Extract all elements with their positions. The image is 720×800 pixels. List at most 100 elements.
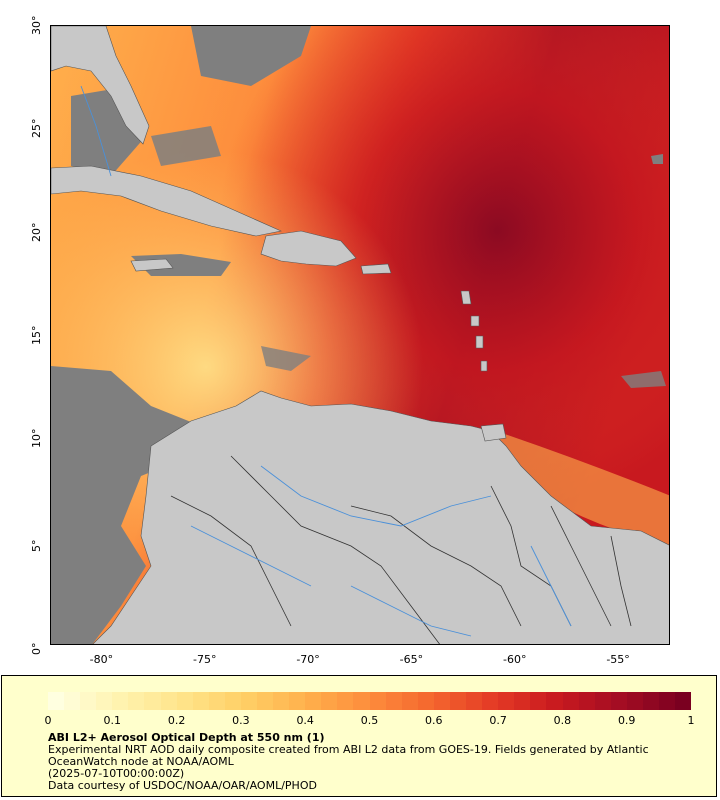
colorbar-step [417,692,434,710]
colorbar-step [192,692,209,710]
river [350,585,472,637]
colorbar-step [353,692,370,710]
lat-tick-label: 15° [30,325,43,346]
colorbar-step [482,692,499,710]
colorbar-step [578,692,595,710]
colorbar-step [160,692,177,710]
no-data-region [51,366,201,644]
colorbar-step [96,692,113,710]
no-data-region [651,154,663,164]
lat-tick-label: 10° [30,428,43,449]
colorbar [48,692,692,710]
caption-line: OceanWatch node at NOAA/AOML [48,755,234,768]
colorbar-step [610,692,627,710]
colorbar-step [257,692,274,710]
colorbar-step [144,692,161,710]
colorbar-step [675,692,692,710]
colorbar-step [514,692,531,710]
border-line [230,455,440,644]
colorbar-step [385,692,402,710]
colorbar-tick-label: 0.1 [103,714,122,727]
jamaica [130,258,174,272]
caption-line: Experimental NRT AOD daily composite cre… [48,743,649,756]
colorbar-step [208,692,225,710]
lon-tick-label: -75° [193,653,217,666]
colorbar-tick-label: 0.5 [360,714,379,727]
no-data-region [261,346,311,371]
aod-map [50,25,670,645]
no-data-region [151,126,221,166]
colorbar-step [112,692,129,710]
hispaniola [260,230,357,267]
legend-panel: 0 0.1 0.2 0.3 0.4 0.5 0.6 0.7 0.8 0.9 1 ABI L2+ Ae… [1,675,717,797]
southern-aod-band [481,426,669,546]
colorbar-step [498,692,515,710]
lat-tick-label: 5° [30,539,43,552]
colorbar-tick-label: 1 [687,714,695,727]
colorbar-step [240,692,258,710]
lon-tick-label: -70° [296,653,320,666]
colorbar-step [433,692,450,710]
colorbar-step [466,692,483,710]
colorbar-step [289,692,306,710]
no-data-region [621,371,666,388]
trinidad [480,423,507,442]
legend-title: ABI L2+ Aerosol Optical Depth at 550 nm … [48,731,325,744]
colorbar-step [449,692,467,710]
caption-line: Data courtesy of USDOC/NOAA/OAR/AOML/PHO… [48,779,317,792]
lat-tick-label: 30° [30,15,43,36]
colorbar-step [80,692,97,710]
colorbar-step [48,692,65,710]
colorbar-step [658,692,676,710]
colorbar-step [176,692,193,710]
river [530,545,572,627]
colorbar-step [562,692,579,710]
colorbar-step [546,692,563,710]
colorbar-tick-label: 0.4 [296,714,314,727]
colorbar-step [401,692,418,710]
colorbar-tick-label: 0 [44,714,52,727]
puerto-rico [360,263,392,275]
no-data-region [191,26,311,86]
colorbar-tick-label: 0.9 [617,714,636,727]
cuba [51,165,282,237]
lon-tick-label: -60° [503,653,527,666]
colorbar-step [273,692,290,710]
colorbar-tick-label: 0.8 [553,714,572,727]
border-line [350,505,522,627]
lon-tick-label: -55° [606,653,630,666]
lon-tick-label: -80° [89,653,114,666]
border-line [610,535,632,627]
colorbar-step [224,692,241,710]
lat-tick-label: 25° [30,118,43,139]
rivers [80,85,572,637]
colorbar-step [305,692,322,710]
colorbar-step [337,692,354,710]
south-america [92,390,669,644]
caption: ABI L2+ Aerosol Optical Depth at 550 nm … [48,732,688,792]
border-line [170,495,292,627]
colorbar-tick-label: 0.2 [167,714,186,727]
colorbar-tick-label: 0.3 [232,714,250,727]
colorbar-tick-label: 0.6 [425,714,443,727]
river [190,525,312,587]
border-line [550,505,612,627]
country-borders [170,455,632,644]
colorbar-step [642,692,659,710]
colorbar-tick-label: 0.7 [489,714,507,727]
colorbar-step [128,692,145,710]
colorbar-step [321,692,338,710]
colorbar-step [594,692,611,710]
lat-tick-label: 20° [30,222,43,242]
lon-tick-label: -65° [399,653,424,666]
river [260,465,492,527]
lat-tick-label: 0° [30,642,43,656]
colorbar-step [626,692,643,710]
colorbar-step [64,692,81,710]
colorbar-step [530,692,547,710]
florida [51,26,150,145]
colorbar-step [369,692,386,710]
lesser-antilles [460,290,488,372]
land-masses [51,26,669,644]
river [80,85,112,177]
